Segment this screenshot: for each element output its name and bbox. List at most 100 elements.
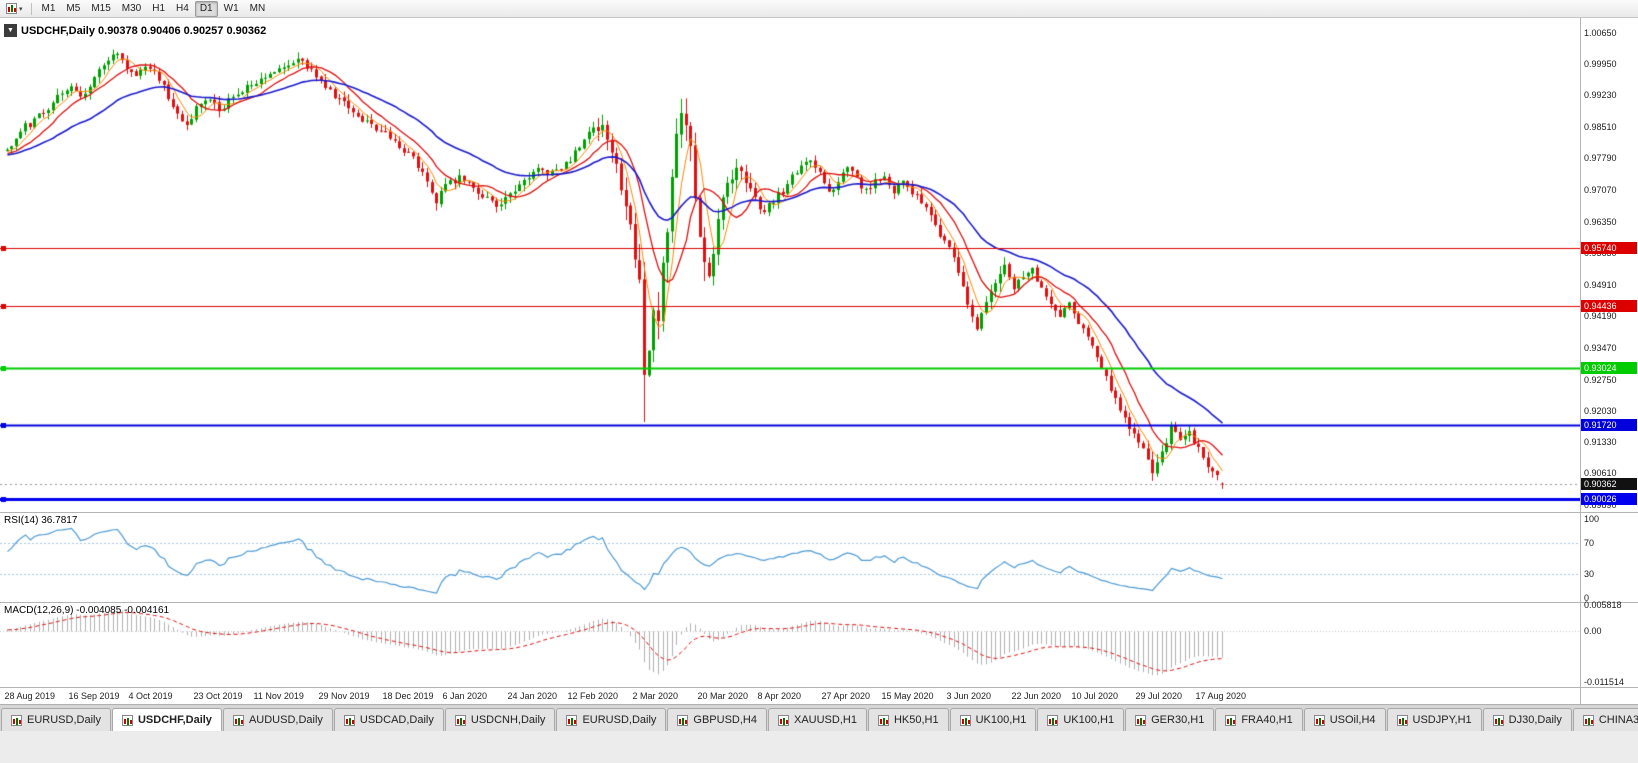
chart-tab-usdcnh-daily[interactable]: USDCNH,Daily (444, 708, 556, 731)
date-axis-label: 23 Oct 2019 (193, 691, 243, 701)
mini-chart-icon (1396, 714, 1408, 726)
mini-chart-icon (232, 714, 244, 726)
price-axis-label: 0.90610 (1584, 468, 1617, 479)
chart-tab-label: UK100,H1 (1063, 714, 1115, 726)
chart-tab-label: DJ30,Daily (1508, 714, 1562, 726)
price-axis: 1.00650 0.99950 0.99230 0.98510 0.97790 0.970… (1581, 18, 1638, 704)
date-axis-label: 27 Apr 2020 (821, 691, 871, 701)
timeframe-button-d1[interactable]: D1 (194, 0, 218, 17)
chart-window: ▼ USDCHF,Daily 0.90378 0.90406 0.90257 0… (0, 18, 1638, 704)
date-axis-label: 15 May 2020 (881, 691, 934, 701)
candlestick-icon (6, 3, 17, 14)
date-axis-label: 20 Mar 2020 (697, 691, 749, 701)
price-axis-label: 0.98510 (1584, 121, 1617, 132)
chart-tab-bar: EURUSD,Daily USDCHF,Daily AUDUSD,Daily USDC… (0, 704, 1638, 731)
date-axis-label: 6 Jan 2020 (442, 691, 488, 701)
timeframe-button-h1[interactable]: H1 (152, 2, 166, 14)
chart-tab-eurusd-daily[interactable]: EURUSD,Daily (556, 708, 667, 731)
timeframe-button-h4[interactable]: H4 (176, 2, 189, 14)
date-axis-label: 29 Jul 2020 (1135, 691, 1183, 701)
mini-chart-icon (566, 714, 578, 726)
timeframe-buttons: M1 M5 M15 M30 H1 H4 D1 W1 MN (37, 0, 271, 17)
mini-chart-icon (1313, 714, 1325, 726)
price-level-badge: 0.91720 (1581, 418, 1637, 431)
rsi-axis-label: 30 (1584, 569, 1595, 580)
macd-axis-label: 0.005818 (1584, 600, 1622, 611)
date-axis-label: 22 Jun 2020 (1011, 691, 1062, 701)
timeframe-button-m30[interactable]: M30 (121, 2, 142, 14)
chart-tab-label: USDJPY,H1 (1412, 714, 1472, 726)
macd-axis-label: 0.00 (1584, 626, 1602, 636)
chart-title: ▼ USDCHF,Daily 0.90378 0.90406 0.90257 0… (4, 24, 266, 37)
chart-tab-dj30-daily[interactable]: DJ30,Daily (1482, 708, 1572, 731)
chart-tab-usoil-h4[interactable]: USOil,H4 (1303, 708, 1386, 731)
chart-tab-fra40-h1[interactable]: FRA40,H1 (1215, 708, 1303, 731)
price-axis-label: 0.91330 (1584, 436, 1617, 447)
date-axis-label: 11 Nov 2019 (253, 691, 304, 701)
price-level-badge: 0.90026 (1581, 493, 1637, 506)
date-axis: 28 Aug 2019 16 Sep 2019 4 Oct 2019 23 Oct 2… (0, 688, 1580, 704)
chart-tab-hk50-h1[interactable]: HK50,H1 (867, 708, 949, 731)
chart-type-icon[interactable]: ▾ (3, 2, 26, 15)
rsi-axis-label: 0 (1584, 593, 1590, 603)
price-axis-label: 0.93470 (1584, 342, 1617, 353)
price-level-badge: 0.95740 (1581, 242, 1637, 255)
chart-tab-gbpusd-h4[interactable]: GBPUSD,H4 (667, 708, 767, 731)
mini-chart-icon (1582, 714, 1594, 726)
chart-tab-audusd-daily[interactable]: AUDUSD,Daily (222, 708, 333, 731)
date-axis-label: 18 Dec 2019 (382, 691, 434, 701)
price-axis-label: 0.94190 (1584, 311, 1617, 322)
price-axis-label: 0.97070 (1584, 185, 1617, 196)
timeframe-button-m15[interactable]: M15 (91, 2, 111, 14)
price-axis-label: 0.92030 (1584, 406, 1617, 417)
timeframe-button-m1[interactable]: M1 (41, 2, 56, 14)
mini-chart-icon (959, 714, 971, 726)
chart-tab-usdjpy-h1[interactable]: USDJPY,H1 (1386, 708, 1482, 731)
top-toolbar: ▾ M1 M5 M15 M30 H1 H4 D1 W1 MN (0, 0, 1638, 18)
chart-tab-label: USDCHF,Daily (137, 714, 212, 726)
rsi-axis-label: 100 (1584, 514, 1600, 524)
chart-tab-ger30-h1[interactable]: GER30,H1 (1125, 708, 1215, 731)
chart-tab-label: XAUUSD,H1 (793, 714, 857, 726)
chart-tab-uk100-h1[interactable]: UK100,H1 (1037, 708, 1125, 731)
chart-tab-xauusd-h1[interactable]: XAUUSD,H1 (767, 708, 867, 731)
chart-tab-uk100-h1[interactable]: UK100,H1 (949, 708, 1037, 731)
price-chart-canvas[interactable] (0, 18, 1580, 704)
timeframe-button-w1[interactable]: W1 (223, 2, 239, 14)
price-axis-label: 0.96350 (1584, 216, 1617, 227)
timeframe-button-m5[interactable]: M5 (66, 2, 81, 14)
date-axis-label: 29 Nov 2019 (318, 691, 370, 701)
current-price-badge: 0.90362 (1581, 478, 1637, 491)
chart-tab-label: EURUSD,Daily (27, 714, 101, 726)
rsi-macd-divider[interactable] (0, 602, 1638, 603)
price-axis-border (1580, 18, 1581, 704)
mini-chart-icon (1225, 714, 1237, 726)
chart-tab-usdchf-daily[interactable]: USDCHF,Daily (111, 708, 222, 731)
timeframe-button-mn[interactable]: MN (249, 2, 266, 14)
chart-tab-label: UK100,H1 (975, 714, 1027, 726)
chart-tab-china300-h1[interactable]: CHINA300,H1 (1572, 708, 1638, 731)
rsi-axis-label: 70 (1584, 537, 1595, 548)
chart-tab-eurusd-daily[interactable]: EURUSD,Daily (1, 708, 111, 731)
price-level-badge: 0.94436 (1581, 299, 1637, 312)
price-axis-label: 1.00650 (1584, 28, 1617, 38)
mini-chart-icon (777, 714, 789, 726)
chart-tab-label: GER30,H1 (1151, 714, 1205, 726)
chart-tab-label: GBPUSD,H4 (693, 714, 757, 726)
main-rsi-divider[interactable] (0, 512, 1638, 513)
chart-tab-label: AUDUSD,Daily (248, 714, 323, 726)
price-axis-label: 0.99950 (1584, 58, 1617, 69)
macd-axis-label: -0.011514 (1584, 676, 1624, 687)
price-level-badge: 0.93024 (1581, 361, 1637, 374)
date-axis-label: 4 Oct 2019 (128, 691, 173, 701)
price-axis-label: 0.92750 (1584, 374, 1617, 385)
chart-tab-usdcad-daily[interactable]: USDCAD,Daily (333, 708, 444, 731)
chart-dropdown-icon[interactable]: ▼ (4, 24, 17, 37)
chart-tab-label: USDCAD,Daily (359, 714, 434, 726)
chart-tab-label: USOil,H4 (1329, 714, 1376, 726)
date-axis-label: 3 Jun 2020 (946, 691, 992, 701)
chart-tab-label: EURUSD,Daily (582, 714, 657, 726)
price-axis-label: 0.97790 (1584, 153, 1617, 164)
chart-tab-label: CHINA300,H1 (1598, 714, 1638, 726)
date-axis-label: 24 Jan 2020 (507, 691, 558, 701)
